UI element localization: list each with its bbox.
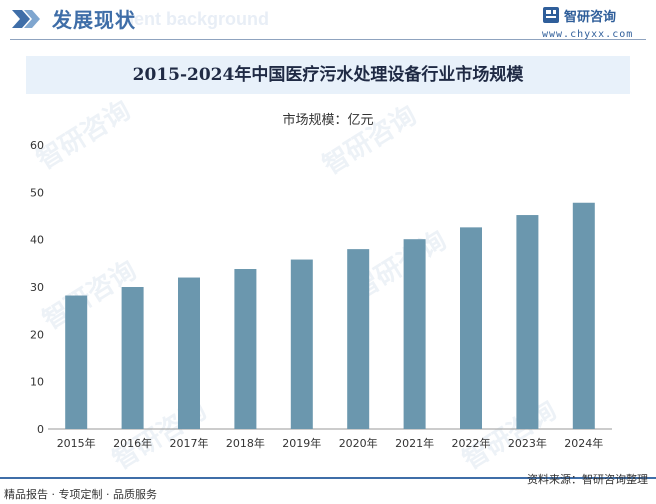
brand-name: 智研咨询 (564, 10, 617, 25)
data-source: 资料来源：智研咨询整理 (527, 473, 648, 486)
bar (347, 249, 370, 429)
chart-title-band (26, 56, 630, 94)
plot-area: 0 10 20 30 40 50 60 2015年 2016年 2017年 2018年 2019年 20… (30, 139, 612, 450)
chart-title: 2015-2024年中国医疗污水处理设备行业市场规模 (132, 65, 524, 85)
double-chevron-icon (12, 10, 40, 28)
x-tick-label: 2022年 (452, 436, 491, 450)
footer-divider (0, 477, 656, 479)
bar (516, 215, 539, 429)
y-tick-label: 40 (30, 234, 44, 247)
bar (460, 227, 482, 429)
footer-tagline: 精品报告 · 专项定制 · 品质服务 (4, 488, 157, 501)
section-watermark: ment background (118, 9, 270, 29)
bar (290, 259, 313, 429)
y-axis-unit-label: 市场规模：亿元 (282, 113, 374, 128)
y-tick-label: 50 (30, 186, 44, 199)
x-tick-label: 2017年 (170, 436, 209, 450)
x-tick-label: 2023年 (508, 436, 547, 450)
header-divider (10, 39, 646, 40)
header: ment background 发展现状 智研咨询 www.chyxx.com (0, 0, 656, 40)
x-tick-label: 2016年 (113, 436, 152, 450)
y-tick-label: 60 (30, 139, 44, 152)
bar (121, 287, 144, 429)
bar (178, 277, 200, 429)
bar (572, 202, 595, 429)
brand: 智研咨询 www.chyxx.com (542, 4, 642, 40)
x-tick-label: 2020年 (339, 436, 378, 450)
x-tick-label: 2015年 (57, 436, 96, 450)
bar (403, 239, 426, 429)
x-tick-label: 2024年 (564, 436, 603, 450)
bar (234, 269, 257, 429)
y-tick-label: 10 (30, 376, 44, 389)
x-tick-label: 2018年 (226, 436, 265, 450)
section-title: 发展现状 (52, 8, 136, 32)
brand-logo-icon (543, 7, 559, 23)
y-tick-label: 0 (37, 423, 44, 436)
bar (65, 295, 88, 429)
brand-url: www.chyxx.com (542, 29, 634, 40)
x-tick-label: 2019年 (282, 436, 321, 450)
y-tick-label: 30 (30, 281, 44, 294)
y-tick-label: 20 (30, 328, 44, 341)
x-tick-label: 2021年 (395, 436, 434, 450)
